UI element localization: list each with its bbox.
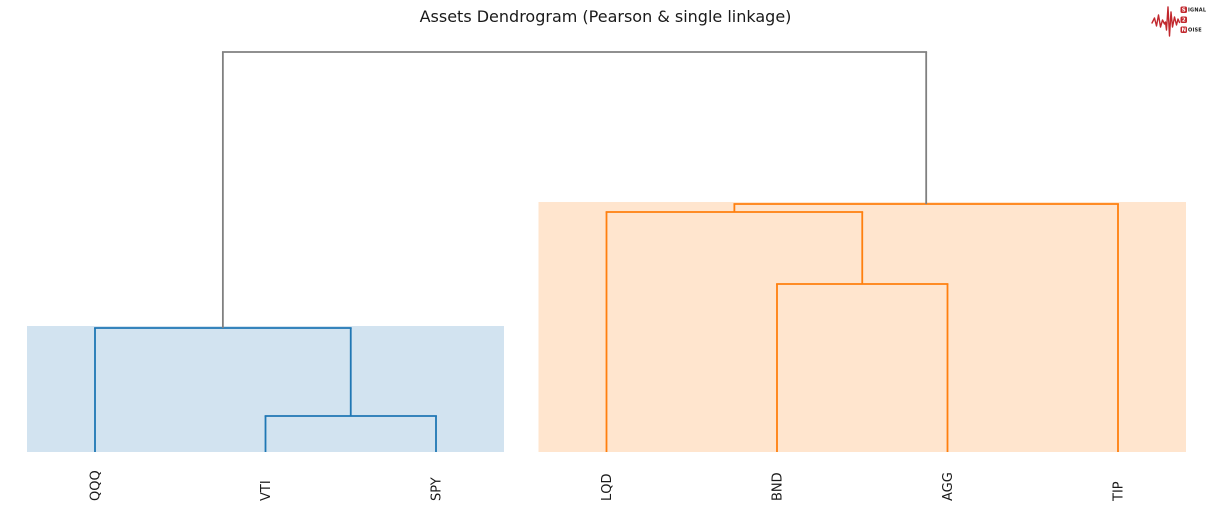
leaf-label-qqq: QQQ — [89, 470, 104, 501]
logo-box-s — [1180, 6, 1187, 13]
chart-title: Assets Dendrogram (Pearson & single link… — [419, 7, 792, 26]
logo-text-ignal: IGNAL — [1188, 8, 1207, 14]
leaf-label-vti: VTI — [259, 480, 274, 501]
leaf-label-tip: TIP — [1112, 481, 1127, 502]
signal-2-noise-logo: S IGNAL 2 N OISE — [1151, 6, 1207, 37]
logo-letter-n: N — [1181, 28, 1186, 34]
logo-text-oise: OISE — [1188, 28, 1202, 34]
leaf-label-lqd: LQD — [600, 474, 615, 502]
logo-box-2 — [1180, 16, 1187, 23]
logo-box-n — [1180, 26, 1187, 33]
leaf-label-bnd: BND — [771, 472, 786, 501]
leaf-label-agg: AGG — [941, 472, 956, 501]
waveform-icon — [1151, 6, 1181, 37]
logo-digit-2: 2 — [1182, 18, 1186, 24]
leaf-label-spy: SPY — [430, 477, 445, 501]
logo-letter-s: S — [1182, 8, 1186, 14]
